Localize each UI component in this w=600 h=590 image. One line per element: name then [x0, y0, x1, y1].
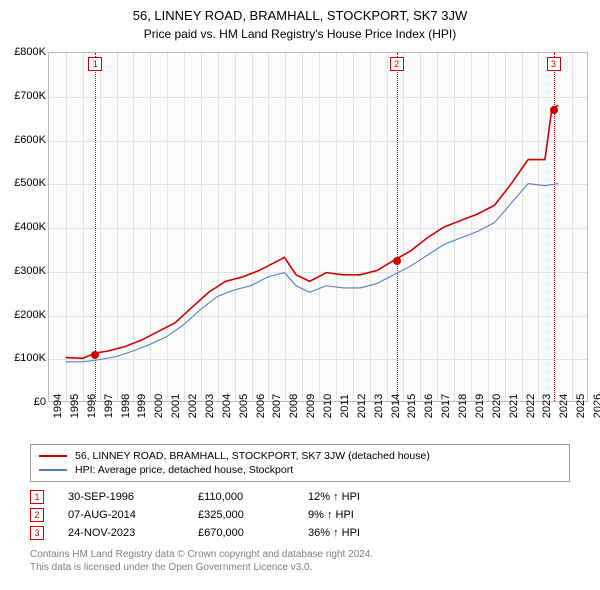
legend-swatch	[39, 469, 67, 471]
legend-item: 56, LINNEY ROAD, BRAMHALL, STOCKPORT, SK…	[39, 449, 561, 463]
sales-table: 1 30-SEP-1996 £110,000 12% ↑ HPI 2 07-AU…	[30, 488, 428, 542]
marker-label-box: 1	[88, 57, 102, 71]
series-line	[66, 105, 559, 358]
legend-label: 56, LINNEY ROAD, BRAMHALL, STOCKPORT, SK…	[75, 450, 430, 462]
sales-row: 1 30-SEP-1996 £110,000 12% ↑ HPI	[30, 488, 428, 506]
footer-line: This data is licensed under the Open Gov…	[30, 561, 373, 574]
y-axis-tick-label: £0	[34, 396, 46, 408]
marker-point-icon	[550, 106, 558, 114]
y-axis-tick-label: £400K	[14, 221, 46, 233]
sale-date: 24-NOV-2023	[68, 527, 198, 539]
y-axis-tick-label: £200K	[14, 309, 46, 321]
chart-subtitle: Price paid vs. HM Land Registry's House …	[0, 23, 600, 47]
legend-label: HPI: Average price, detached house, Stoc…	[75, 464, 293, 476]
y-axis-tick-label: £600K	[14, 134, 46, 146]
sale-date: 30-SEP-1996	[68, 491, 198, 503]
sale-marker-icon: 2	[30, 508, 44, 522]
y-axis-tick-label: £100K	[14, 352, 46, 364]
sales-row: 3 24-NOV-2023 £670,000 36% ↑ HPI	[30, 524, 428, 542]
y-axis-tick-label: £500K	[14, 177, 46, 189]
line-series-svg	[49, 53, 587, 401]
sale-date: 07-AUG-2014	[68, 509, 198, 521]
chart-container: 56, LINNEY ROAD, BRAMHALL, STOCKPORT, SK…	[0, 0, 600, 590]
sales-row: 2 07-AUG-2014 £325,000 9% ↑ HPI	[30, 506, 428, 524]
marker-label-box: 3	[547, 57, 561, 71]
footer-line: Contains HM Land Registry data © Crown c…	[30, 548, 373, 561]
plot-area: 1 2 3	[48, 52, 588, 402]
footer-attribution: Contains HM Land Registry data © Crown c…	[30, 548, 373, 574]
chart-title: 56, LINNEY ROAD, BRAMHALL, STOCKPORT, SK…	[0, 0, 600, 23]
y-axis-tick-label: £300K	[14, 265, 46, 277]
x-axis-tick-label: 2026	[592, 394, 600, 418]
sale-price: £110,000	[198, 491, 308, 503]
sale-price: £325,000	[198, 509, 308, 521]
marker-point-icon	[91, 351, 99, 359]
sale-delta: 9% ↑ HPI	[308, 509, 428, 521]
sale-price: £670,000	[198, 527, 308, 539]
y-axis-tick-label: £700K	[14, 90, 46, 102]
marker-label-box: 2	[390, 57, 404, 71]
sale-marker-icon: 1	[30, 490, 44, 504]
y-axis-tick-label: £800K	[14, 46, 46, 58]
sale-delta: 12% ↑ HPI	[308, 491, 428, 503]
legend: 56, LINNEY ROAD, BRAMHALL, STOCKPORT, SK…	[30, 444, 570, 482]
sale-marker-icon: 3	[30, 526, 44, 540]
marker-point-icon	[393, 257, 401, 265]
legend-item: HPI: Average price, detached house, Stoc…	[39, 463, 561, 477]
sale-delta: 36% ↑ HPI	[308, 527, 428, 539]
legend-swatch	[39, 455, 67, 457]
